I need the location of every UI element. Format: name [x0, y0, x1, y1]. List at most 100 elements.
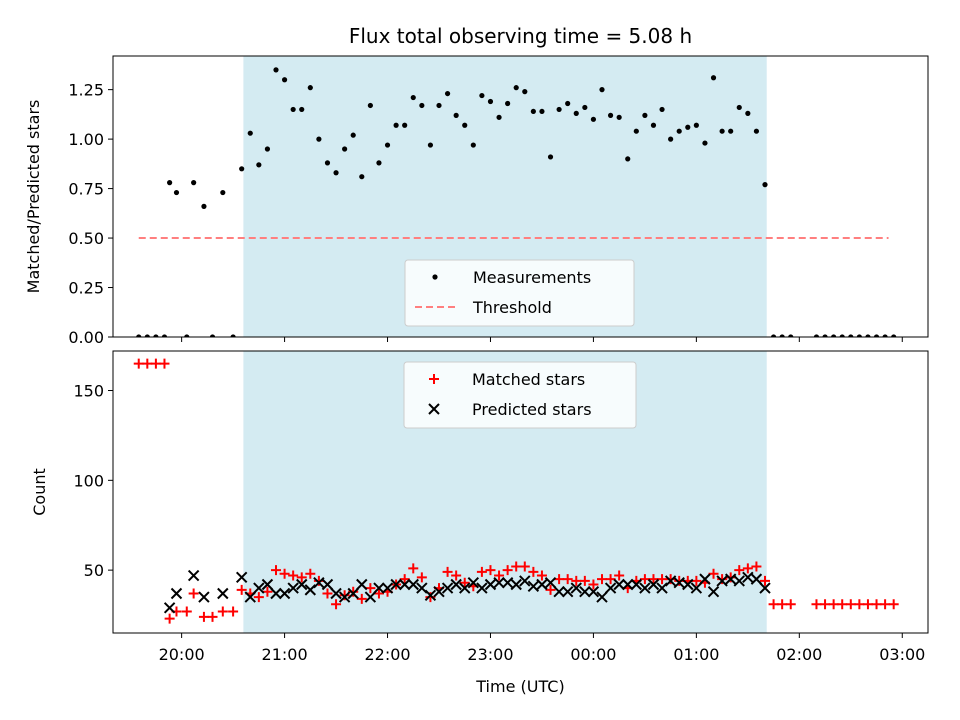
predicted-stars-point: [716, 575, 728, 587]
predicted-stars-point: [561, 585, 574, 598]
measurement-point: [607, 112, 614, 118]
matched-stars-point: [536, 570, 547, 581]
matched-stars-point: [150, 358, 161, 369]
predicted-stars-point: [467, 576, 480, 589]
matched-stars-point: [862, 599, 873, 610]
matched-stars-point: [279, 568, 290, 579]
matched-stars-point: [399, 574, 410, 585]
predicted-stars-point: [433, 585, 445, 598]
measurement-point: [239, 166, 245, 172]
measurement-point: [462, 122, 468, 128]
measurement-point: [264, 146, 271, 152]
matched-stars-point: [571, 575, 582, 586]
measurement-point: [565, 100, 571, 107]
matched-stars-point: [262, 586, 273, 597]
predicted-stars-point: [724, 573, 737, 585]
matched-stars-point: [356, 593, 367, 604]
measurement-point: [453, 112, 459, 118]
matched-stars-point: [665, 574, 676, 585]
predicted-stars-point: [579, 585, 591, 598]
measurement-point: [882, 334, 888, 337]
predicted-stars-point: [163, 602, 176, 614]
matched-stars-point: [519, 561, 530, 572]
measurement-point: [136, 334, 142, 337]
matched-stars-point: [717, 574, 728, 585]
measurement-point: [384, 142, 391, 148]
legend-matched-marker: [429, 374, 439, 384]
measurement-point: [659, 106, 665, 113]
measurement-point: [891, 334, 897, 337]
matched-stars-point: [639, 574, 650, 585]
measurement-point: [779, 334, 785, 337]
measurement-point: [479, 92, 485, 99]
x-tick-label: 21:00: [262, 645, 308, 664]
predicted-stars-point: [759, 582, 771, 594]
measurement-point: [161, 334, 168, 337]
predicted-stars-point: [187, 569, 200, 582]
predicted-stars-point: [313, 576, 325, 589]
measurement-point: [642, 112, 648, 118]
measurement-point: [753, 128, 760, 134]
predicted-stars-point: [390, 578, 402, 591]
predicted-stars-point: [742, 571, 754, 584]
y-tick-label: 1.25: [68, 81, 104, 100]
measurement-point: [822, 334, 828, 337]
matched-stars-point: [322, 588, 333, 599]
matched-stars-point: [777, 599, 788, 610]
matched-stars-point: [296, 572, 307, 583]
predicted-stars-point: [493, 576, 505, 589]
predicted-stars-point: [476, 582, 488, 594]
predicted-stars-point: [639, 582, 651, 594]
axes-frame: [112, 350, 929, 634]
legend: Matched stars Predicted stars: [403, 361, 637, 429]
measurement-point: [702, 140, 708, 146]
measurement-point: [685, 124, 691, 130]
axes-frame: [112, 55, 929, 338]
measurement-point: [444, 90, 451, 97]
matched-stars-point: [416, 572, 427, 583]
predicted-stars-point: [459, 582, 471, 594]
data-points: [136, 67, 897, 337]
measurement-point: [728, 128, 734, 134]
predicted-stars-point: [536, 578, 548, 591]
legend-box: [404, 259, 635, 327]
measurement-point: [153, 334, 159, 337]
x-axis-label: Time (UTC): [475, 677, 564, 696]
measurement-point: [590, 116, 597, 122]
x-tick-label: 02:00: [776, 645, 822, 664]
predicted-stars-point: [699, 573, 711, 585]
matched-stars-point: [657, 574, 668, 585]
x-tick-label: 01:00: [673, 645, 719, 664]
matched-stars-point: [288, 570, 299, 581]
y-tick-label: 100: [73, 471, 104, 490]
matched-stars-point: [562, 574, 573, 585]
matched-stars-point: [442, 566, 453, 577]
measurement-point: [547, 154, 554, 160]
matched-stars-point: [365, 583, 376, 594]
matched-stars-point: [785, 599, 796, 610]
measurement-point: [191, 180, 197, 186]
measurement-point: [281, 77, 288, 83]
legend-box: [403, 361, 637, 429]
predicted-stars-point: [244, 591, 256, 603]
y-tick-label: 50: [84, 561, 104, 580]
matched-stars-point: [207, 611, 218, 622]
measurement-point: [209, 334, 216, 337]
measurement-point: [316, 136, 322, 142]
measurement-point: [144, 334, 150, 337]
matched-stars-point: [845, 599, 856, 610]
predicted-stars-point: [733, 575, 745, 587]
matched-stars-point: [485, 565, 496, 576]
measurement-point: [745, 110, 751, 116]
measurement-point: [220, 189, 226, 196]
predicted-stars-point: [510, 578, 522, 591]
measurement-point: [173, 189, 180, 196]
measurement-point: [693, 122, 699, 128]
measurement-point: [376, 160, 382, 166]
predicted-stars-point: [613, 578, 625, 591]
measurement-point: [513, 85, 519, 91]
measurement-point: [402, 122, 408, 128]
matched-stars-point: [820, 599, 831, 610]
predicted-stars-point: [356, 578, 368, 591]
x-tick-label: 03:00: [879, 645, 925, 664]
